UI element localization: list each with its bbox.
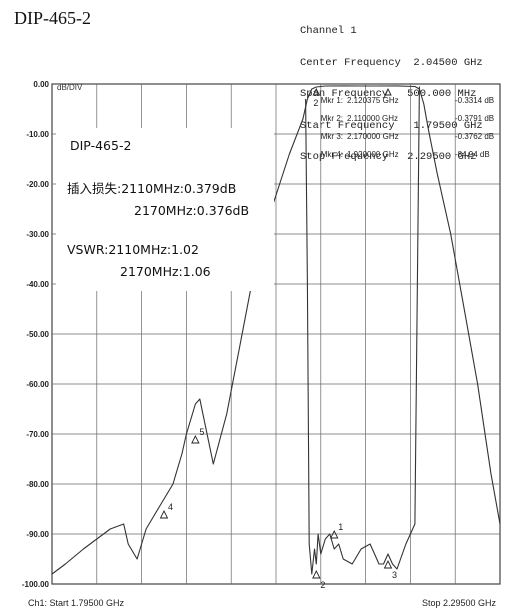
info-line-center: Center Frequency 2.04500 GHz: [300, 56, 483, 69]
annotation-vswr-2: 2170MHz:1.06: [120, 264, 211, 279]
marker-triangle: [159, 509, 169, 519]
annotation-insertion-loss-2: 2170MHz:0.376dB: [134, 203, 249, 218]
marker-row-label: Mkr 1:: [321, 96, 343, 105]
y-tick-labels: 0.00 -10.00 -20.00 -30.00 -40.00 -50.00 -60.00…: [22, 80, 50, 589]
top-marker-label: 2: [313, 98, 318, 108]
y-tick-label: -70.00: [26, 430, 49, 439]
marker-row-label: Mkr 4:: [321, 150, 343, 159]
info-line-start: Start Frequency 1.79500 GHz: [300, 119, 483, 132]
marker-label: 4: [168, 502, 173, 512]
stop-label: Stop 2.29500 GHz: [422, 598, 497, 608]
y-tick-label: -30.00: [26, 230, 49, 239]
marker-row-value: -84.94 dB: [455, 150, 490, 159]
marker-row-value: -0.3791 dB: [455, 114, 494, 123]
marker-row-freq: 2.170000 GHz: [347, 132, 399, 141]
annotation-insertion-loss: 插入损失:2110MHz:0.379dB: [67, 181, 236, 196]
marker-row-label: Mkr 2:: [321, 114, 343, 123]
y-tick-label: -60.00: [26, 380, 49, 389]
annotation-box: DIP-465-2 插入损失:2110MHz:0.379dB 2170MHz:0.3…: [56, 128, 274, 291]
y-tick-label: 0.00: [33, 80, 49, 89]
info-line-stop: Stop Frequency 2.29500 GHz: [300, 151, 477, 163]
channel-info: Channel 1 Center Frequency 2.04500 GHz S…: [300, 5, 483, 173]
marker-triangle: [312, 569, 321, 579]
top-marker-triangle: [384, 87, 392, 96]
annotation-background: [56, 128, 274, 291]
marker-table: Mkr 1: 2.120375 GHz -0.3314 dB Mkr 2: 2.1100…: [321, 96, 494, 159]
y-tick-label: -40.00: [26, 280, 49, 289]
trace-return-loss: [305, 86, 420, 575]
marker-row-label: Mkr 3:: [321, 132, 343, 141]
marker-row-freq: 2.120375 GHz: [347, 96, 399, 105]
info-line-channel: Channel 1: [300, 25, 357, 37]
y-tick-label: -10.00: [26, 130, 49, 139]
top-marker-triangle: [312, 87, 321, 96]
marker-triangle: [191, 434, 200, 444]
marker-label: 3: [392, 570, 397, 580]
markers: 1 2 3 4 5 2: [159, 87, 397, 590]
corner-label: dB/DIV: [57, 83, 83, 92]
marker-row-freq: 2.110000 GHz: [347, 114, 398, 123]
y-tick-label: -50.00: [26, 330, 49, 339]
page-title: DIP-465-2: [14, 8, 91, 28]
marker-label: 2: [320, 580, 325, 590]
marker-label: 5: [199, 427, 204, 437]
y-tick-label: -90.00: [26, 530, 49, 539]
marker-row-value: -0.3762 dB: [455, 132, 494, 141]
start-label: Ch1: Start 1.79500 GHz: [28, 598, 125, 608]
marker-triangle: [330, 529, 339, 539]
y-tick-label: -80.00: [26, 480, 49, 489]
annotation-model: DIP-465-2: [70, 138, 131, 153]
info-line-span: Span Frequency 500.000 MHz: [300, 88, 477, 100]
y-tick-label: -20.00: [26, 180, 49, 189]
y-tick-label: -100.00: [22, 580, 50, 589]
marker-triangle: [383, 559, 393, 569]
marker-row-freq: 1.920000 GHz: [347, 150, 399, 159]
marker-row-value: -0.3314 dB: [455, 96, 494, 105]
annotation-vswr: VSWR:2110MHz:1.02: [67, 242, 199, 257]
marker-label: 1: [338, 522, 343, 532]
